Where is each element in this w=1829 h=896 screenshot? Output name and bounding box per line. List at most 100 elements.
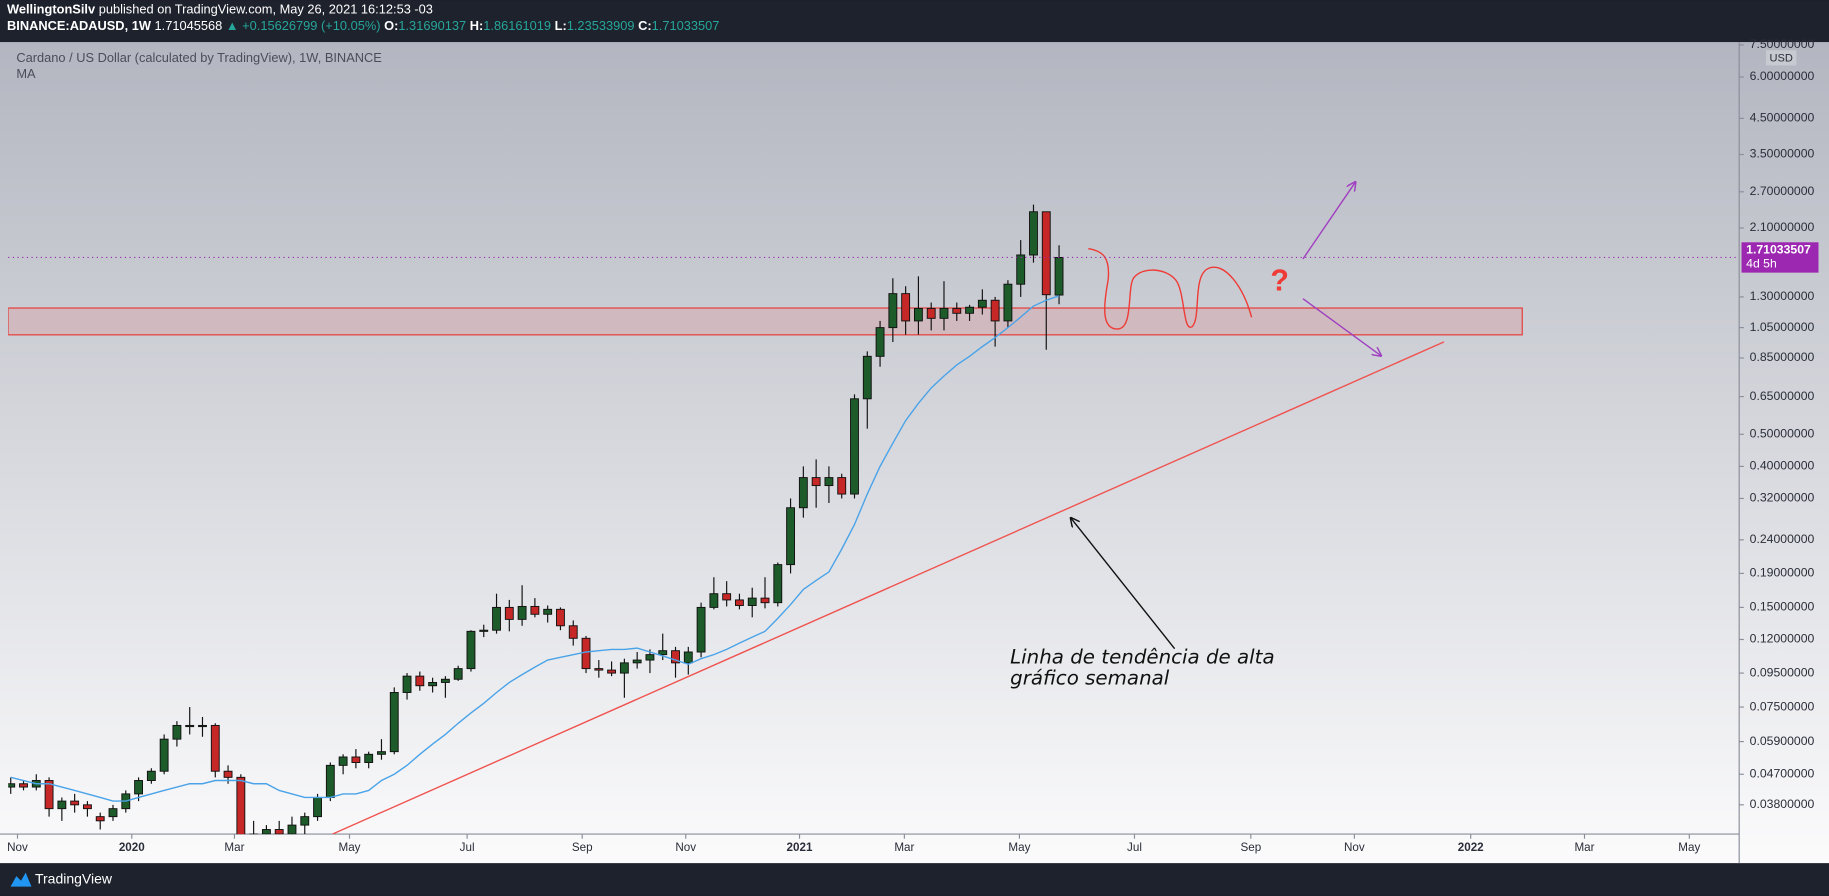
currency: USD bbox=[1769, 52, 1792, 64]
candle-body bbox=[901, 293, 911, 322]
candle-body bbox=[850, 398, 859, 495]
countdown-label: 4d 5h bbox=[1746, 257, 1777, 271]
candle-body bbox=[479, 629, 489, 632]
candle-body bbox=[1054, 256, 1064, 296]
candle-body bbox=[990, 299, 1000, 322]
y-tick-label: 0.32000000 bbox=[1750, 491, 1815, 505]
x-tick-label: Sep bbox=[572, 841, 593, 854]
x-tick-label: Jul bbox=[460, 841, 475, 854]
x-tick-label: Jul bbox=[1127, 841, 1142, 854]
annotation-line-2: gráfico semanal bbox=[1010, 666, 1170, 689]
candle-body bbox=[19, 783, 28, 788]
o-label: O: bbox=[384, 18, 398, 33]
y-tick-label: 0.85000000 bbox=[1750, 350, 1815, 364]
candle-body bbox=[977, 299, 987, 308]
candle-body bbox=[709, 593, 719, 608]
candle-body bbox=[862, 355, 872, 400]
candle-body bbox=[888, 293, 898, 329]
candle-body bbox=[556, 608, 565, 627]
header-line-2: BINANCE:ADAUSD, 1W 1.71045568 ▲ +0.15626… bbox=[7, 18, 719, 33]
candle-body bbox=[466, 630, 476, 670]
candle-body bbox=[261, 829, 271, 835]
candle-body bbox=[735, 599, 744, 606]
change: ▲ +0.15626799 (+10.05%) bbox=[226, 18, 381, 33]
candle-body bbox=[1003, 283, 1013, 322]
footer-bar bbox=[0, 863, 1829, 896]
candle-body bbox=[44, 780, 54, 810]
candle-body bbox=[875, 327, 885, 357]
candle-body bbox=[82, 804, 92, 810]
candle-body bbox=[185, 724, 195, 728]
price: 1.71045568 bbox=[155, 18, 223, 33]
support-zone bbox=[8, 307, 1523, 336]
annotation-arrow bbox=[1071, 518, 1176, 650]
candle-body bbox=[492, 606, 501, 631]
candle-body bbox=[517, 605, 527, 620]
last-price-tag bbox=[1741, 242, 1819, 273]
arrow-up bbox=[1302, 182, 1355, 260]
candle-body bbox=[351, 756, 361, 763]
candle-body bbox=[632, 659, 642, 664]
symbol: BINANCE:ADAUSD, 1W bbox=[7, 18, 152, 33]
trend-line bbox=[332, 341, 1445, 835]
ma-line bbox=[10, 295, 1060, 802]
x-tick-label: Mar bbox=[1574, 841, 1594, 854]
candle-body bbox=[722, 593, 732, 601]
x-tick-label: 2021 bbox=[787, 841, 813, 854]
x-tick-label: May bbox=[338, 841, 360, 854]
y-tick-label: 0.05900000 bbox=[1750, 734, 1815, 748]
candle-body bbox=[786, 507, 796, 566]
x-tick-label: Sep bbox=[1240, 841, 1261, 854]
y-tick-label: 0.07500000 bbox=[1750, 699, 1815, 713]
candle-body bbox=[952, 307, 962, 314]
candle-body bbox=[223, 770, 233, 778]
y-tick-label: 0.12000000 bbox=[1750, 632, 1815, 646]
x-tick-label: May bbox=[1008, 841, 1030, 854]
arrow-down bbox=[1302, 298, 1381, 356]
l-label: L: bbox=[555, 18, 567, 33]
plot-area bbox=[8, 204, 1523, 835]
candle-body bbox=[824, 477, 834, 487]
candle-body bbox=[798, 477, 808, 509]
h-value: 1.86161019 bbox=[483, 18, 551, 33]
y-tick-label: 0.40000000 bbox=[1750, 459, 1815, 473]
candle-body bbox=[236, 776, 246, 835]
x-tick-label: Mar bbox=[894, 841, 914, 854]
author: WellingtonSilv bbox=[7, 2, 96, 17]
brand-logo bbox=[10, 872, 32, 887]
candle-body bbox=[8, 783, 16, 788]
candle-body bbox=[338, 756, 348, 766]
y-tick-label: 4.50000000 bbox=[1750, 111, 1815, 125]
y-tick-label: 3.50000000 bbox=[1750, 147, 1815, 161]
candle-body bbox=[402, 675, 412, 693]
published: published on TradingView.com, May 26, 20… bbox=[99, 2, 433, 17]
candle-body bbox=[837, 477, 847, 495]
candle-body bbox=[70, 800, 80, 806]
candle-body bbox=[415, 675, 425, 687]
question-mark: ? bbox=[1270, 264, 1289, 297]
x-tick-label: Mar bbox=[224, 841, 244, 854]
candle-body bbox=[57, 800, 67, 810]
candle-body bbox=[543, 608, 553, 615]
candle-body bbox=[146, 770, 156, 781]
candle-body bbox=[134, 780, 143, 795]
y-tick-label: 0.65000000 bbox=[1750, 389, 1815, 403]
x-tick-label: Nov bbox=[7, 841, 28, 854]
candle-body bbox=[325, 764, 335, 798]
candle-body bbox=[645, 654, 655, 661]
header-bar bbox=[0, 0, 1829, 43]
candle-body bbox=[760, 597, 770, 604]
price-path-sketch bbox=[1088, 247, 1253, 330]
chart-title: Cardano / US Dollar (calculated by Tradi… bbox=[16, 50, 382, 65]
currency-box bbox=[1766, 50, 1797, 66]
last-price-label: 1.71033507 bbox=[1746, 243, 1811, 257]
y-tick-label: 0.50000000 bbox=[1750, 427, 1815, 441]
candle-body bbox=[696, 606, 706, 653]
brand: TradingView bbox=[35, 870, 113, 886]
candle-body bbox=[530, 605, 540, 615]
candle-body bbox=[428, 681, 438, 687]
x-tick-label: 2022 bbox=[1458, 841, 1484, 854]
candle-body bbox=[1016, 254, 1026, 285]
